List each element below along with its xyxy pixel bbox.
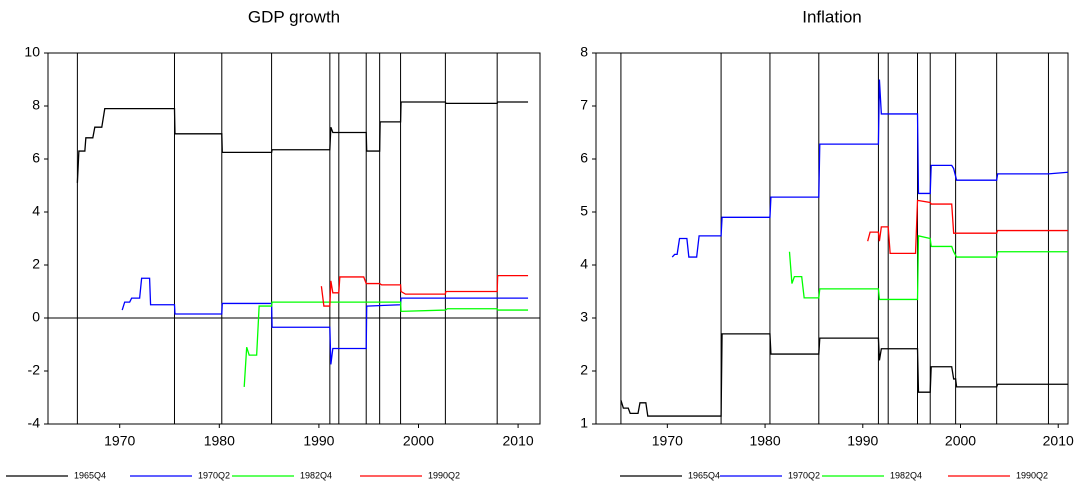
series-line [320,274,529,307]
y-tick-label: -2 [28,362,41,378]
legend-label: 1990Q2 [428,470,460,480]
y-tick-label: 6 [32,150,40,166]
y-tick-label: 4 [32,203,40,219]
y-tick-label: 2 [32,256,40,272]
series-line [671,79,1069,258]
x-tick-label: 1980 [204,433,235,449]
legend-label: 1982Q4 [890,470,922,480]
y-tick-label: -4 [28,415,41,431]
plot-frame [595,52,1069,425]
y-tick-label: 5 [580,203,588,219]
y-tick-label: 2 [580,362,588,378]
y-tick-label: 3 [580,309,588,325]
x-tick-label: 2000 [403,433,434,449]
y-tick-label: 0 [32,309,40,325]
legend-label: 1965Q4 [74,470,106,480]
y-tick-label: 10 [24,44,40,60]
chart-title: GDP growth [248,7,340,26]
y-tick-label: 7 [580,97,588,113]
legend-label: 1990Q2 [1016,470,1048,480]
x-tick-label: 1970 [652,433,683,449]
x-tick-label: 2010 [503,433,534,449]
series-line [121,277,529,365]
x-tick-label: 2000 [945,433,976,449]
legend-label: 1970Q2 [788,470,820,480]
chart-title: Inflation [802,7,862,26]
y-tick-label: 6 [580,150,588,166]
legend-label: 1982Q4 [300,470,332,480]
y-tick-label: 8 [580,44,588,60]
x-tick-label: 1990 [303,433,334,449]
x-tick-label: 2010 [1043,433,1074,449]
series-line [788,235,1068,301]
y-tick-label: 4 [580,256,588,272]
y-tick-label: 8 [32,97,40,113]
x-tick-label: 1970 [104,433,135,449]
x-tick-label: 1980 [749,433,780,449]
series-line [243,301,529,387]
y-tick-label: 1 [580,415,588,431]
plot-frame [47,52,541,425]
series-line [867,199,1068,254]
series-line [76,101,529,183]
series-line [620,333,1068,417]
legend-label: 1965Q4 [688,470,720,480]
x-tick-label: 1990 [847,433,878,449]
legend-label: 1970Q2 [198,470,230,480]
